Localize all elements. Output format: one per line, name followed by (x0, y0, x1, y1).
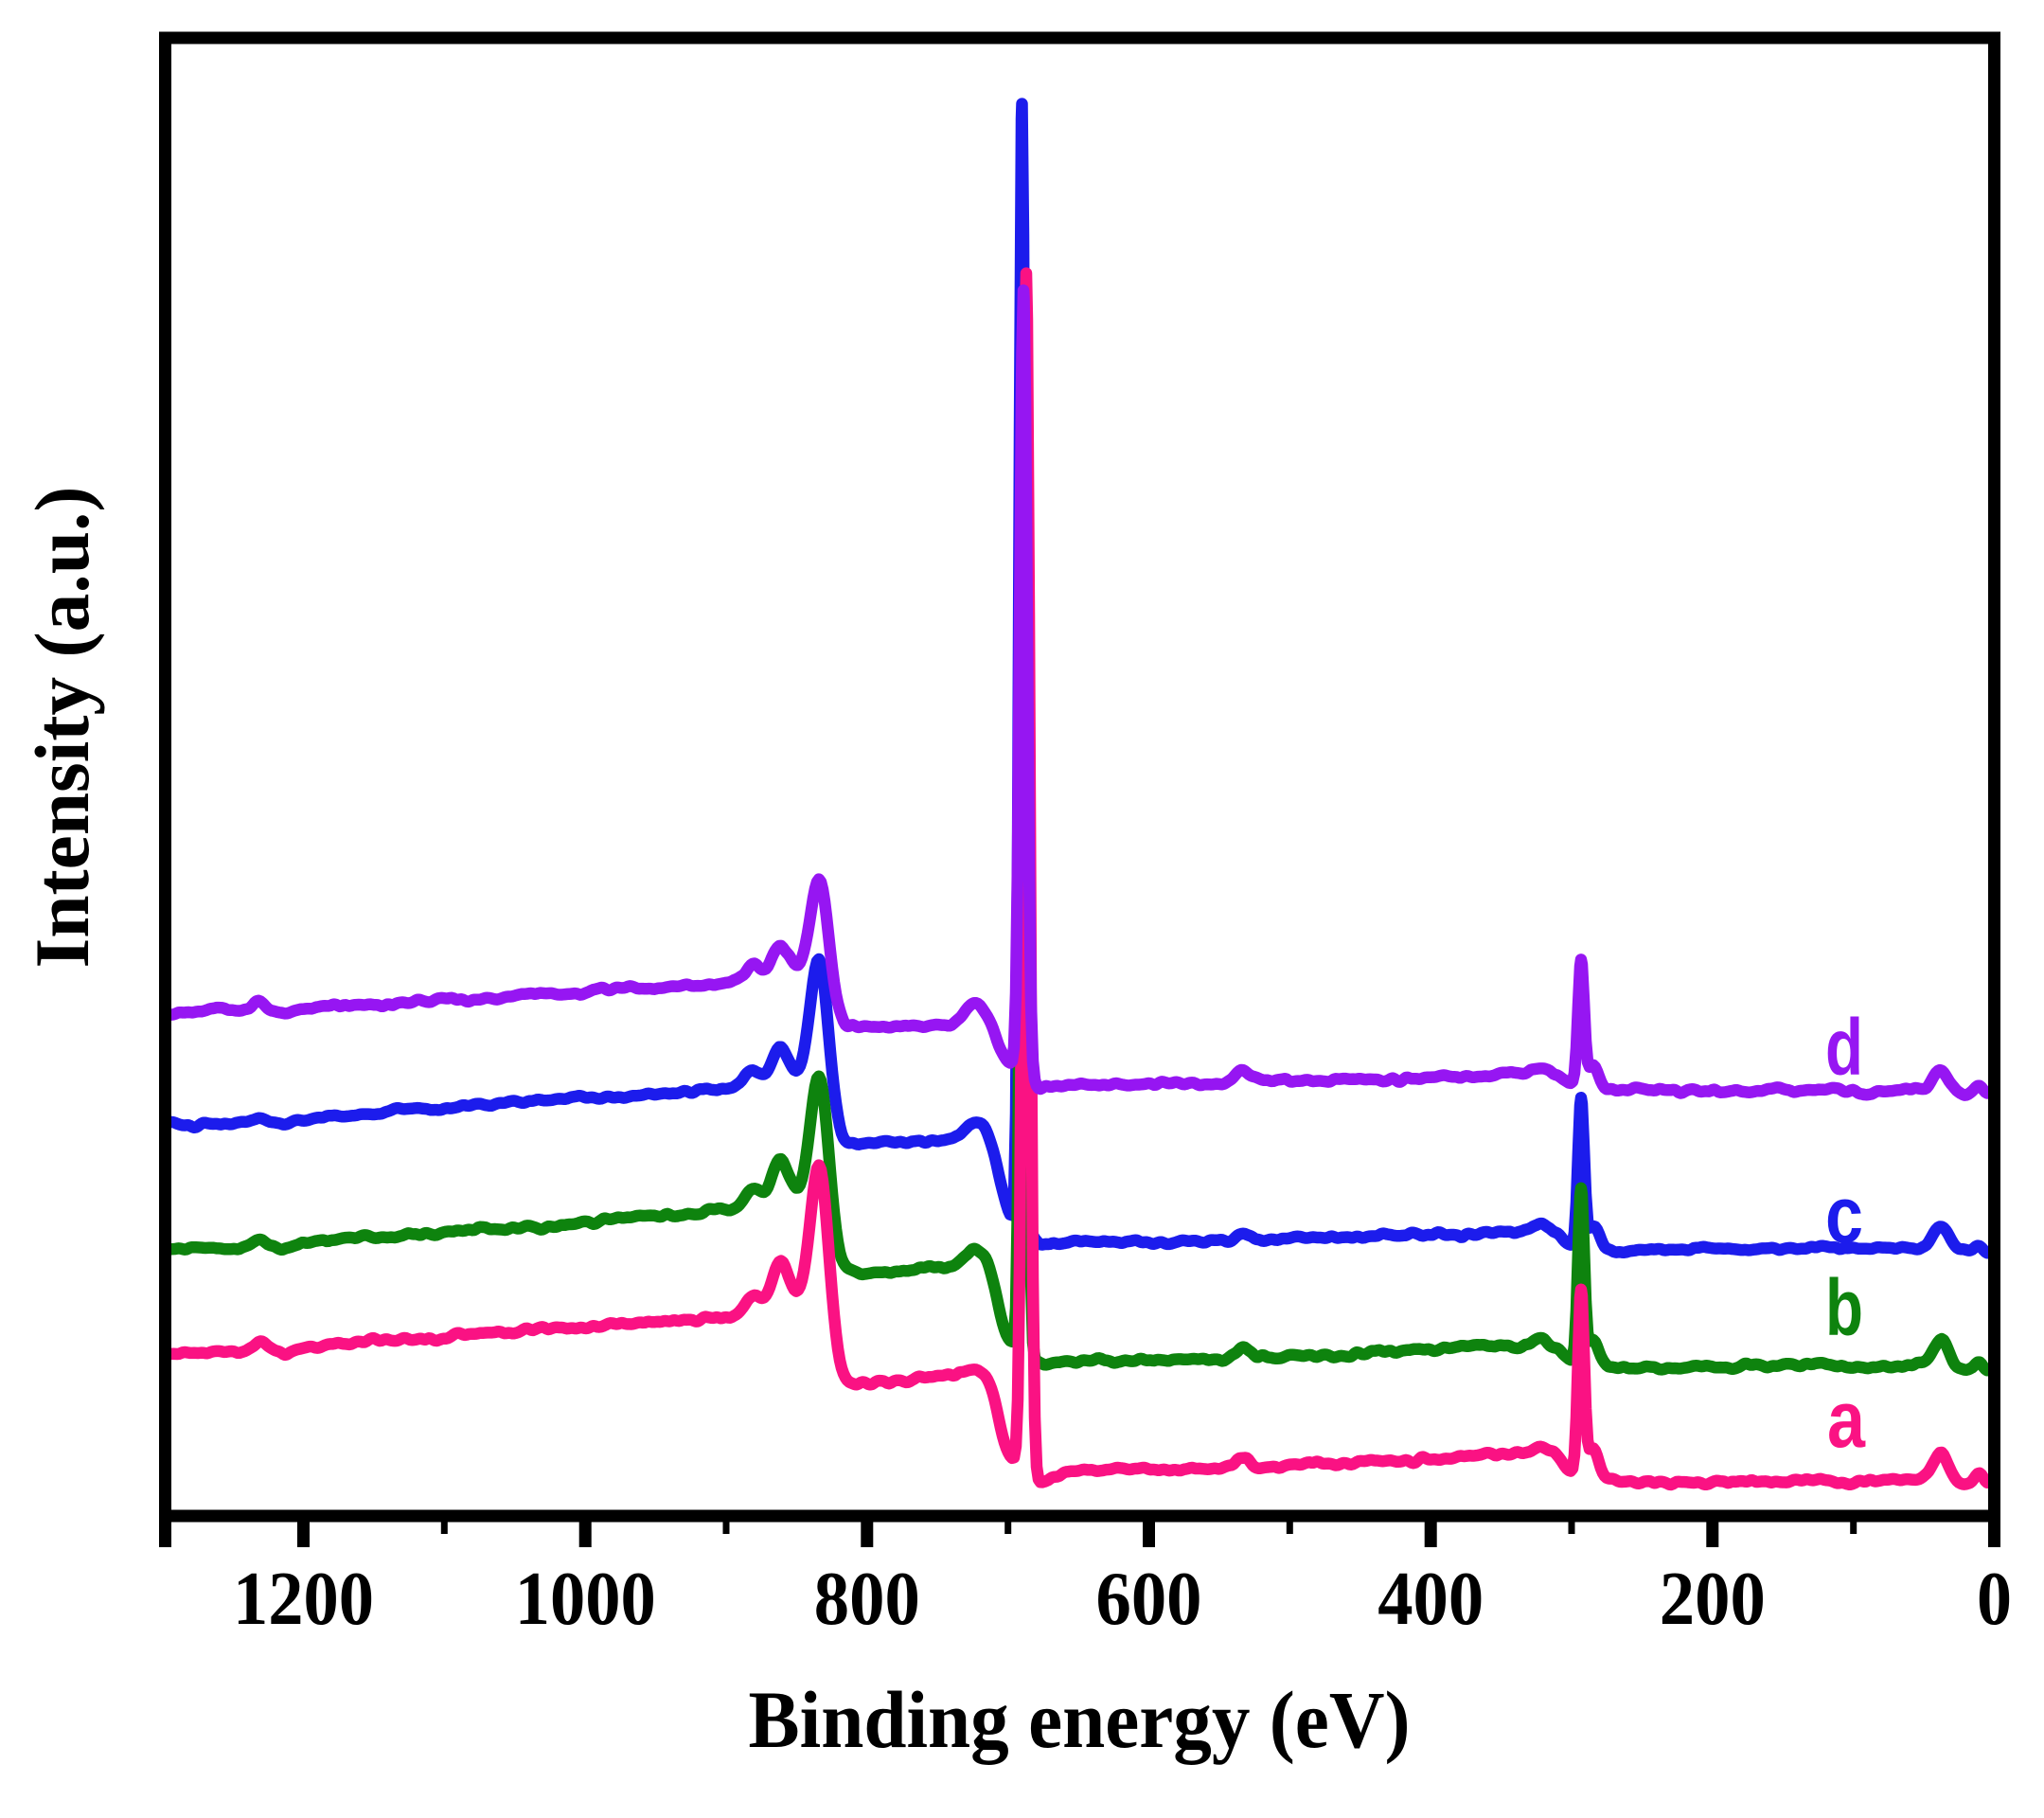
svg-text:1000: 1000 (515, 1558, 656, 1641)
svg-text:0: 0 (1977, 1558, 2012, 1641)
svg-text:b: b (1825, 1263, 1863, 1352)
svg-text:600: 600 (1096, 1558, 1202, 1641)
svg-text:Intensity (a.u.): Intensity (a.u.) (19, 487, 105, 969)
svg-text:1200: 1200 (233, 1558, 374, 1641)
svg-text:200: 200 (1660, 1558, 1766, 1641)
svg-text:a: a (1827, 1375, 1866, 1464)
svg-text:c: c (1825, 1170, 1863, 1259)
svg-text:Binding energy (eV): Binding energy (eV) (749, 1674, 1411, 1765)
svg-text:800: 800 (814, 1558, 920, 1641)
svg-text:400: 400 (1377, 1558, 1484, 1641)
svg-text:d: d (1825, 1003, 1863, 1092)
